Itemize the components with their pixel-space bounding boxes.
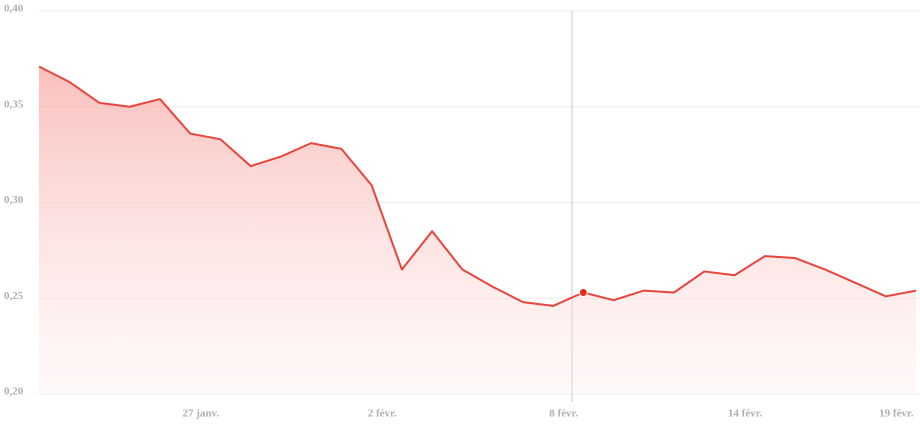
line: [38, 65, 917, 307]
x-tick-label: 27 janv.: [182, 408, 219, 420]
x-tick-label: 19 févr.: [879, 408, 914, 420]
y-tick-label: 0,30: [4, 194, 24, 206]
area-fill: [39, 66, 916, 394]
y-tick-label: 0,35: [4, 98, 24, 110]
highlight-point: [578, 288, 588, 298]
x-tick-label: 8 févr.: [549, 408, 578, 420]
y-tick-label: 0,25: [4, 290, 24, 302]
x-tick-label: 2 févr.: [368, 408, 397, 420]
y-tick-label: 0,40: [4, 3, 24, 15]
y-tick-label: 0,20: [4, 386, 24, 398]
x-tick-label: 14 févr.: [728, 408, 763, 420]
